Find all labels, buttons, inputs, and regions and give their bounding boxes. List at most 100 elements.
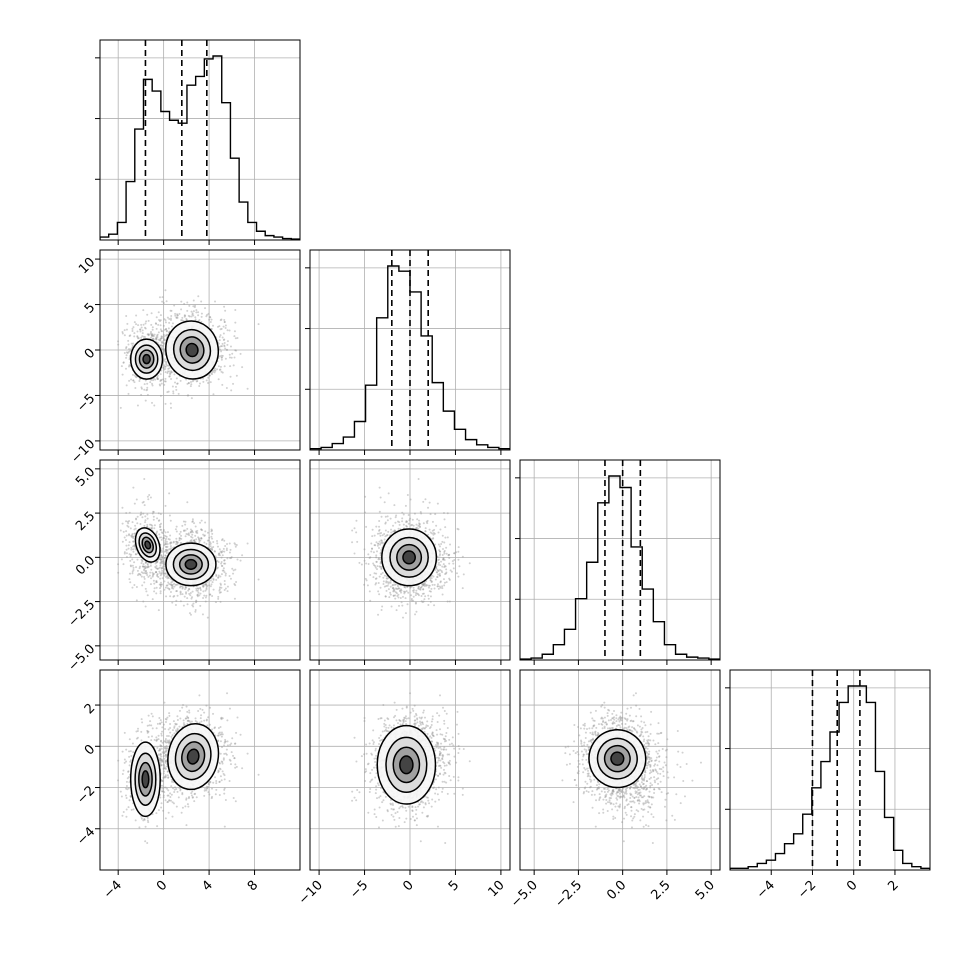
sample-point [377,542,380,545]
sample-point [415,523,418,526]
sample-point [403,590,406,593]
sample-point [212,588,215,591]
sample-point [159,558,162,561]
sample-point [196,532,199,535]
sample-point [417,587,420,590]
sample-point [165,362,168,365]
sample-point [430,580,433,583]
sample-point [370,542,373,545]
sample-point [220,370,223,373]
sample-point [218,345,221,348]
sample-point [219,582,222,585]
sample-point [410,597,413,600]
sample-point [375,541,378,544]
sample-point [132,548,135,551]
sample-point [239,559,242,562]
sample-point [397,587,400,590]
sample-point [206,584,209,587]
sample-point [175,583,178,586]
sample-point [399,597,402,600]
sample-point [379,562,382,565]
sample-point [422,592,425,595]
sample-point [164,554,167,557]
sample-point [140,336,143,339]
sample-point [164,531,167,534]
sample-point [156,575,159,578]
sample-point [212,324,215,327]
sample-point [435,571,438,574]
sample-point [165,543,168,546]
sample-point [143,504,146,507]
sample-point [147,333,150,336]
sample-point [128,776,131,779]
panel-content [310,250,510,450]
sample-point [124,367,127,370]
sample-point [138,573,141,576]
sample-point [223,583,226,586]
sample-point [160,531,163,534]
sample-point [225,547,228,550]
sample-point [442,578,445,581]
sample-point [185,592,188,595]
sample-point [401,520,404,523]
sample-point [438,574,441,577]
sample-point [157,323,160,326]
sample-point [127,547,130,550]
sample-point [184,529,187,532]
sample-point [161,378,164,381]
sample-point [426,519,429,522]
sample-point [180,534,183,537]
sample-point [191,531,194,534]
sample-point [218,589,221,592]
sample-point [395,592,398,595]
sample-point [228,542,231,545]
sample-point [384,515,387,518]
sample-point [174,583,177,586]
sample-point [160,329,163,332]
sample-point [398,523,401,526]
sample-point [446,536,449,539]
sample-point [186,597,189,600]
sample-point [146,513,149,516]
sample-point [213,367,216,370]
sample-point [372,562,375,565]
sample-point [125,785,128,788]
sample-point [214,369,217,372]
sample-point [219,550,222,553]
sample-point [427,597,430,600]
sample-point [378,565,381,568]
sample-point [125,347,128,350]
sample-point [130,342,133,345]
sample-point [166,741,169,744]
sample-point [229,365,232,368]
sample-point [167,581,170,584]
sample-point [196,595,199,598]
sample-point [415,610,418,613]
sample-point [129,565,132,568]
sample-point [439,564,442,567]
sample-point [395,514,398,517]
sample-point [206,616,209,619]
sample-point [142,323,145,326]
sample-point [159,581,162,584]
sample-point [125,356,128,359]
sample-point [146,382,149,385]
sample-point [151,524,154,527]
sample-point [233,542,236,545]
sample-point [385,575,388,578]
sample-point [129,572,132,575]
sample-point [417,587,420,590]
sample-point [216,542,219,545]
sample-point [139,330,142,333]
sample-point [229,557,232,560]
sample-point [131,532,134,535]
sample-point [119,529,122,532]
sample-point [219,345,222,348]
sample-point [144,565,147,568]
sample-point [178,539,181,542]
sample-point [384,535,387,538]
sample-point [182,520,185,523]
sample-point [404,590,407,593]
sample-point [162,333,165,336]
sample-point [209,320,212,323]
